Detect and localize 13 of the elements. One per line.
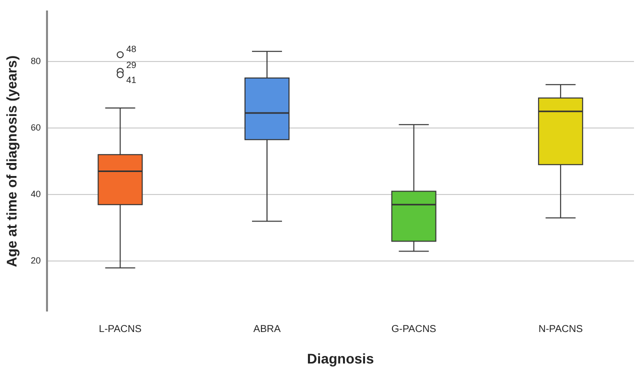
annotation: 29 <box>126 60 136 70</box>
x-axis-title: Diagnosis <box>306 350 374 366</box>
x-tick-label: ABRA <box>253 324 281 335</box>
y-tick-label: 40 <box>30 189 41 200</box>
y-tick-label: 80 <box>30 56 41 66</box>
y-tick-label: 20 <box>30 256 41 266</box>
y-tick-label: 60 <box>30 122 41 132</box>
x-tick-label: L-PACNS <box>98 324 142 335</box>
y-axis-title: Age at time of diagnosis (years) <box>3 55 20 268</box>
annotation: 41 <box>126 75 136 86</box>
annotation: 48 <box>126 44 136 54</box>
x-tick-label: N-PACNS <box>538 324 584 335</box>
x-tick-label: G-PACNS <box>391 324 437 335</box>
